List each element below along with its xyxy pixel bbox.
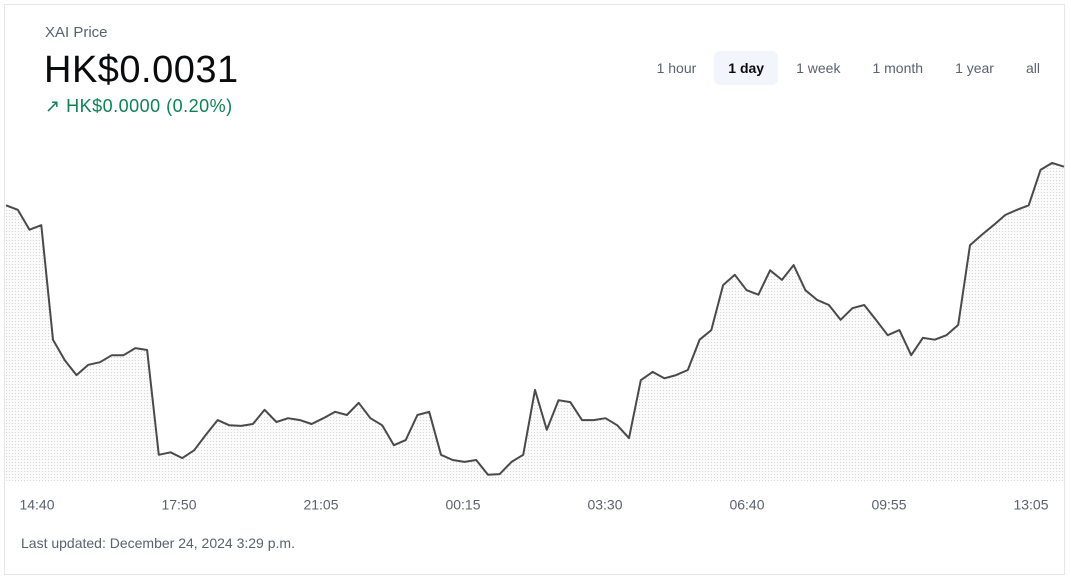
range-tab[interactable]: 1 year — [955, 60, 994, 76]
x-tick-label: 09:55 — [871, 497, 906, 513]
x-tick-label: 13:05 — [1013, 497, 1048, 513]
range-tab[interactable]: 1 hour — [656, 60, 697, 76]
range-tab[interactable]: 1 week — [796, 60, 841, 76]
x-tick-label: 06:40 — [729, 497, 764, 513]
x-tick-label: 14:40 — [19, 497, 54, 513]
range-tab[interactable]: 1 month — [872, 60, 924, 76]
range-tabs: 1 hour 1 day 1 week 1 month 1 year all — [643, 51, 1054, 85]
chart: 14:40 17:50 21:05 00:15 03:30 06:40 09:55 13:05 — [5, 161, 1065, 513]
range-tab[interactable]: 1 day — [714, 51, 779, 85]
last-updated: Last updated: December 24, 2024 3:29 p.m… — [21, 535, 295, 551]
x-tick-label: 03:30 — [587, 497, 622, 513]
price-line — [5, 161, 1065, 476]
price-area — [6, 162, 1064, 481]
price: HK$0.0031 — [44, 49, 239, 91]
x-tick-label: 21:05 — [303, 497, 338, 513]
x-tick-label: 17:50 — [161, 497, 196, 513]
asset-title: XAI Price — [45, 24, 108, 41]
x-tick-label: 00:15 — [445, 497, 480, 513]
range-tab[interactable]: all — [1025, 60, 1040, 76]
price-change: ↗ HK$0.0000 (0.20%) — [45, 96, 233, 116]
